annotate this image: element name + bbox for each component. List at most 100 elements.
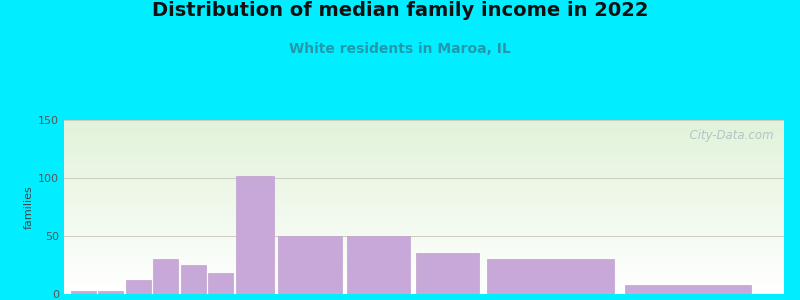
Bar: [64, 175, 784, 176]
Bar: [64, 177, 784, 178]
Bar: [64, 183, 784, 184]
Bar: [64, 172, 784, 173]
Bar: [64, 214, 784, 215]
Bar: [64, 195, 784, 196]
Y-axis label: families: families: [24, 185, 34, 229]
Bar: [64, 174, 784, 175]
Bar: [64, 231, 784, 232]
Bar: [64, 233, 784, 234]
Bar: [64, 123, 784, 124]
Bar: [64, 182, 784, 183]
Bar: [64, 282, 784, 283]
Bar: [64, 198, 784, 199]
Bar: [64, 189, 784, 190]
Bar: [64, 194, 784, 195]
Bar: [64, 181, 784, 182]
Bar: [64, 267, 784, 268]
Bar: [64, 199, 784, 200]
Bar: [64, 280, 784, 281]
Bar: [64, 226, 784, 227]
Bar: [64, 290, 784, 291]
Bar: [64, 169, 784, 170]
Bar: [416, 254, 479, 294]
Bar: [64, 262, 784, 263]
Text: City-Data.com: City-Data.com: [682, 129, 773, 142]
Bar: [64, 210, 784, 211]
Bar: [64, 144, 784, 145]
Bar: [64, 141, 784, 142]
Bar: [64, 161, 784, 162]
Bar: [64, 205, 784, 206]
Bar: [64, 248, 784, 249]
Bar: [64, 211, 784, 212]
Bar: [64, 202, 784, 203]
Bar: [64, 136, 784, 137]
Bar: [64, 165, 784, 166]
Bar: [64, 135, 784, 136]
Bar: [64, 286, 784, 287]
Bar: [64, 250, 784, 251]
Bar: [64, 271, 784, 272]
Bar: [64, 223, 784, 224]
Bar: [64, 146, 784, 147]
Bar: [64, 264, 784, 265]
Bar: [64, 158, 784, 159]
Bar: [236, 176, 274, 294]
Bar: [64, 196, 784, 197]
Bar: [64, 275, 784, 276]
Bar: [64, 213, 784, 214]
Text: Distribution of median family income in 2022: Distribution of median family income in …: [152, 2, 648, 20]
Bar: [64, 139, 784, 140]
Bar: [64, 154, 784, 155]
Bar: [64, 268, 784, 269]
Bar: [64, 164, 784, 165]
Bar: [64, 171, 784, 172]
Bar: [64, 159, 784, 160]
Bar: [64, 216, 784, 217]
Bar: [64, 126, 784, 127]
Bar: [64, 217, 784, 218]
Bar: [64, 239, 784, 240]
Bar: [64, 257, 784, 258]
Bar: [64, 142, 784, 143]
Bar: [64, 244, 784, 245]
Bar: [64, 185, 784, 186]
Bar: [64, 163, 784, 164]
Bar: [64, 278, 784, 279]
Bar: [64, 184, 784, 185]
Bar: [64, 261, 784, 262]
Bar: [64, 259, 784, 260]
Bar: [64, 235, 784, 236]
Bar: [487, 259, 614, 294]
Bar: [64, 188, 784, 189]
Bar: [208, 273, 234, 294]
Bar: [64, 212, 784, 213]
Bar: [64, 149, 784, 150]
Bar: [64, 285, 784, 286]
Bar: [64, 191, 784, 192]
Bar: [64, 167, 784, 168]
Bar: [64, 121, 784, 122]
Bar: [64, 207, 784, 208]
Bar: [347, 236, 410, 294]
Bar: [64, 120, 784, 121]
Bar: [64, 220, 784, 221]
Bar: [64, 150, 784, 151]
Bar: [64, 209, 784, 210]
Bar: [126, 280, 151, 294]
Bar: [181, 265, 206, 294]
Bar: [64, 145, 784, 146]
Bar: [64, 151, 784, 152]
Bar: [64, 192, 784, 193]
Bar: [64, 125, 784, 126]
Bar: [64, 170, 784, 171]
Bar: [64, 236, 784, 237]
Bar: [64, 173, 784, 174]
Bar: [64, 132, 784, 133]
Bar: [64, 256, 784, 257]
Bar: [64, 137, 784, 138]
Bar: [64, 127, 784, 128]
Bar: [64, 155, 784, 156]
Bar: [64, 138, 784, 139]
Bar: [64, 289, 784, 290]
